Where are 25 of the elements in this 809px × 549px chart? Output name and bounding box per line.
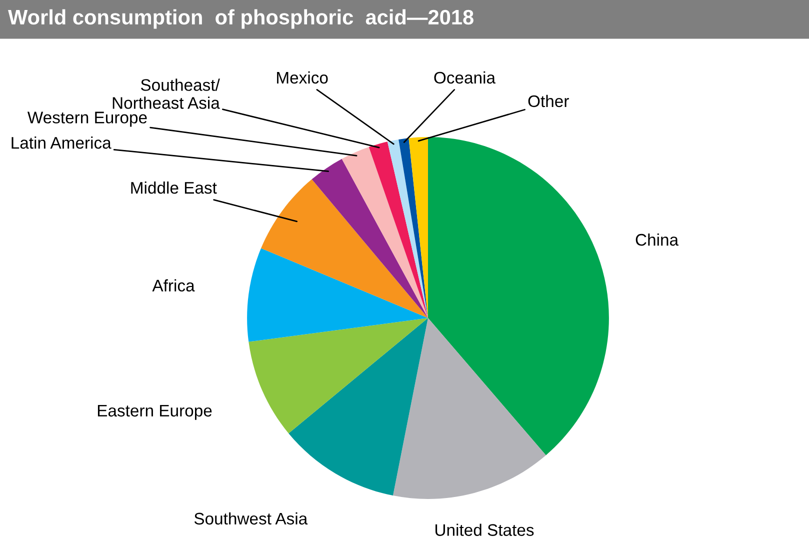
slice-label: Western Europe xyxy=(27,112,147,127)
slice-label: Middle East xyxy=(131,181,217,194)
pie-slice xyxy=(428,137,609,456)
slice-label: United States xyxy=(436,524,534,536)
slice-label: Latin America xyxy=(12,136,112,149)
pie-slice xyxy=(387,139,428,318)
slice-label: Southeast/ Northeast Asia xyxy=(112,78,220,109)
pie-slice xyxy=(368,142,428,318)
slice-label: Africa xyxy=(152,279,195,292)
pie-slice xyxy=(398,138,428,318)
pie-slice xyxy=(248,318,428,434)
slice-label: Other xyxy=(528,94,569,108)
slice-label: Mexico xyxy=(277,71,328,84)
pie-slice xyxy=(261,179,428,318)
slice-label: Oceania xyxy=(434,71,496,84)
pie-slice xyxy=(342,146,428,318)
pie-slice xyxy=(288,318,428,496)
pie-slice xyxy=(247,248,428,342)
slice-label: Eastern Europe xyxy=(98,404,212,420)
pie-slice xyxy=(312,158,428,318)
pie-slice xyxy=(392,318,546,499)
slice-label: China xyxy=(636,233,679,246)
pie-slice xyxy=(408,137,428,318)
slice-label: Southwest Asia xyxy=(194,512,308,525)
chart-title: World consumption of phosphoric acid—2018 xyxy=(8,9,474,29)
